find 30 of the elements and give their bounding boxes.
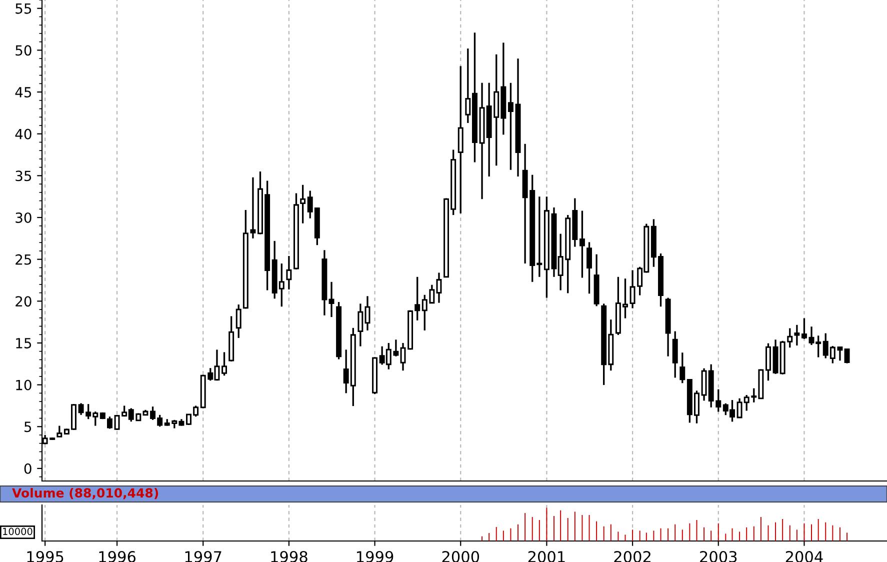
candlestick <box>680 352 686 384</box>
y-tick-label: 50 <box>16 45 32 56</box>
candlestick <box>286 255 292 290</box>
chart-title: Volume (88,010,448) <box>12 488 158 500</box>
y-tick-label: 0 <box>24 463 32 474</box>
candlestick <box>672 330 678 379</box>
candlestick <box>579 210 585 279</box>
y-tick-label: 45 <box>15 87 32 98</box>
y-tick-label: 15 <box>16 338 32 348</box>
y-tick-label: 20 <box>16 296 32 307</box>
text: 10000 <box>3 528 32 536</box>
candlestick <box>794 324 800 346</box>
y-tick-label: 5 <box>24 422 32 432</box>
y-tick-label: 40 <box>15 128 32 140</box>
candlestick <box>586 241 592 294</box>
y-tick-label: 10 <box>16 380 32 390</box>
candlestick <box>801 317 807 340</box>
y-tick-label: 35 <box>16 170 32 182</box>
y-tick-label: 25 <box>16 254 32 265</box>
candlestick <box>508 82 514 171</box>
candlestick <box>400 342 406 372</box>
candlestick <box>300 184 306 224</box>
candlestick <box>236 304 242 339</box>
candlestick <box>328 281 334 318</box>
candlestick <box>765 342 771 382</box>
y-tick-label: 30 <box>16 212 32 223</box>
y-tick-label: 55 <box>16 4 32 14</box>
candlestick <box>844 348 850 364</box>
candlestick <box>222 351 228 376</box>
candlestick <box>56 424 62 438</box>
